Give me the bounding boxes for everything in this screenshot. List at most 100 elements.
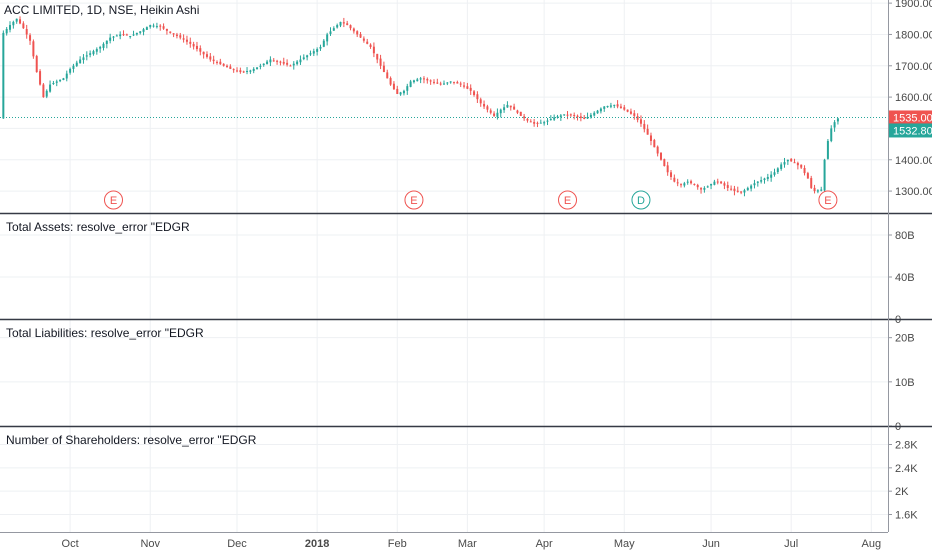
candle: [790, 158, 793, 162]
candle: [352, 27, 355, 34]
candle-body: [523, 116, 526, 119]
candle-body: [486, 106, 489, 110]
candle-body: [529, 121, 532, 123]
candle: [606, 105, 609, 108]
candle: [806, 171, 809, 179]
candle: [286, 59, 289, 67]
candle-body: [536, 122, 539, 124]
candle: [346, 20, 349, 26]
candle: [259, 63, 262, 70]
candle: [142, 27, 145, 36]
candle-body: [820, 189, 823, 191]
pane-1-title: ACC LIMITED, 1D, NSE, Heikin Ashi: [4, 3, 199, 17]
candle-body: [369, 44, 372, 47]
candle: [573, 112, 576, 120]
candle-body: [212, 59, 215, 62]
candle: [52, 80, 55, 85]
candle-body: [716, 181, 719, 183]
candle: [716, 178, 719, 185]
current-price-tag: 1535.00: [889, 110, 932, 125]
candle-body: [763, 178, 766, 180]
event-letter: D: [637, 195, 645, 207]
candle: [586, 112, 589, 119]
candle: [192, 41, 195, 50]
candle-body: [299, 59, 302, 63]
candle: [810, 175, 813, 189]
candle: [713, 179, 716, 186]
candle: [105, 40, 108, 49]
x-axis-labels: Oct Nov Dec 2018 Feb Mar Apr May Jun Jul Aug: [62, 538, 882, 550]
candle: [436, 78, 439, 84]
candle-body: [406, 86, 409, 91]
candle-body: [159, 25, 162, 27]
candle-body: [392, 83, 395, 90]
candle: [756, 181, 759, 187]
candle: [92, 49, 95, 56]
candle-body: [646, 128, 649, 135]
candle: [309, 50, 312, 56]
candle-body: [175, 34, 178, 37]
candle: [659, 152, 662, 161]
candle-body: [416, 79, 419, 82]
candle-body: [349, 25, 352, 29]
candle: [473, 90, 476, 97]
candle: [432, 79, 435, 85]
candle-body: [85, 55, 88, 57]
candle: [670, 169, 673, 180]
candle: [700, 187, 703, 194]
candle: [593, 111, 596, 117]
candle-body: [272, 60, 275, 62]
candle-body: [606, 105, 609, 108]
candle: [135, 32, 138, 36]
candle: [236, 67, 239, 73]
candle-body: [539, 122, 542, 124]
candle-body: [155, 26, 158, 28]
candle-body: [202, 51, 205, 55]
candle-body: [309, 53, 312, 55]
candle: [629, 108, 632, 115]
candle: [366, 38, 369, 45]
y-tick-label: 2.4K: [895, 463, 918, 475]
candle: [226, 64, 229, 68]
candle-body: [89, 53, 92, 55]
event-circle: [631, 190, 651, 210]
candle-body: [215, 61, 218, 63]
candle: [796, 161, 799, 170]
candle: [356, 30, 359, 38]
candle-body: [205, 54, 208, 57]
candle: [339, 21, 342, 28]
candle: [496, 108, 499, 120]
candle: [249, 69, 252, 74]
candle-body: [329, 31, 332, 34]
candle: [35, 54, 38, 73]
candle: [426, 77, 429, 84]
candle-body: [306, 55, 309, 58]
candle: [185, 35, 188, 45]
y-tick-label: 40B: [895, 272, 915, 284]
candle: [155, 22, 158, 29]
candle-body: [172, 33, 175, 35]
candle: [576, 114, 579, 121]
candle: [279, 60, 282, 66]
candle: [609, 102, 612, 109]
candle-body: [686, 181, 689, 183]
candle: [479, 97, 482, 107]
candle: [823, 158, 826, 192]
candle-body: [806, 173, 809, 179]
candle-body: [643, 123, 646, 130]
candle-body: [609, 105, 612, 107]
y-tick-label: 1400.00: [895, 155, 932, 167]
candle-body: [736, 190, 739, 192]
event-letter: E: [564, 195, 571, 207]
candle-body: [409, 81, 412, 87]
candle: [349, 24, 352, 31]
candle: [446, 82, 449, 86]
candle: [42, 83, 45, 98]
candle: [289, 64, 292, 67]
candle-body: [399, 92, 402, 95]
candle-body: [259, 65, 262, 67]
candle: [653, 138, 656, 148]
candle-body: [603, 106, 606, 109]
candle: [419, 76, 422, 84]
x-tick-label: Apr: [536, 538, 553, 550]
